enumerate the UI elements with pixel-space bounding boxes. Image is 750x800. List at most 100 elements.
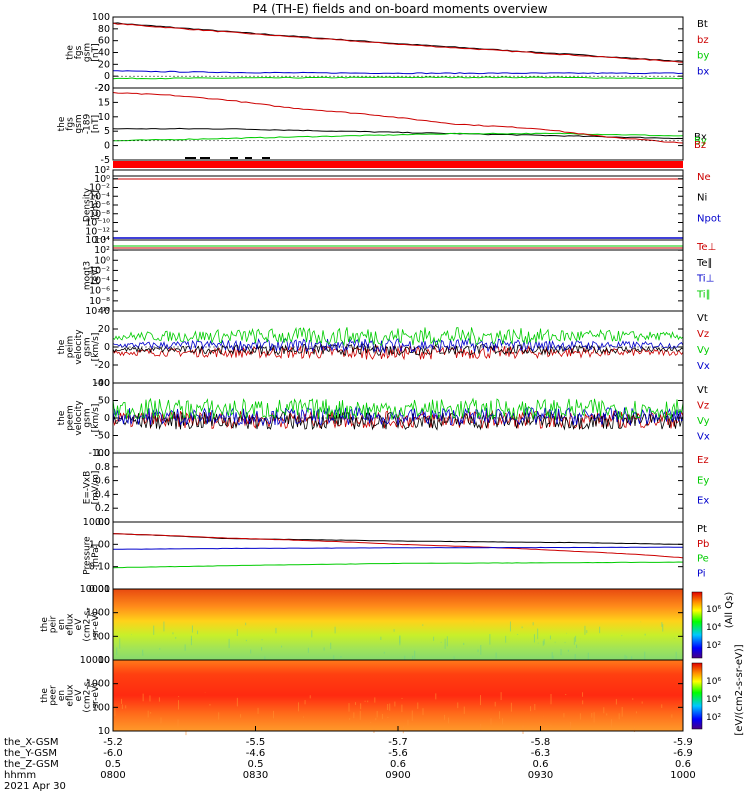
legend-Vy: Vy <box>697 416 710 427</box>
noise-trace <box>112 405 684 427</box>
colorbar-tick: 10⁶ <box>706 605 721 615</box>
colorbar-label-text: [eV/(cm2-s-sr-eV)] <box>734 644 745 735</box>
ytick-label: -40 <box>94 378 110 389</box>
ytick-label: 40 <box>98 306 110 317</box>
xtick-label: -5.2 <box>103 737 123 748</box>
legend-Ez: Ez <box>697 455 709 466</box>
chart-title: P4 (TH-E) fields and on-board moments ov… <box>252 2 547 16</box>
spectrogram-texture <box>359 710 361 720</box>
spectrogram-texture <box>150 711 152 714</box>
ylabel-line: the <box>40 688 50 703</box>
ylabel-line: sr-eV) <box>91 682 101 708</box>
ylabel-line: peem <box>66 405 76 431</box>
spectrogram-texture <box>245 639 247 642</box>
ytick-label: 5 <box>104 126 110 137</box>
ylabel-line: the <box>40 617 50 632</box>
colorbar-tick: 10⁶ <box>706 677 721 687</box>
spectrogram-texture <box>521 626 523 629</box>
panel-peer-flux: 10000 1000 100 10 thepeerenefluxeV(cm2-s-sr-… <box>40 655 684 737</box>
spectrogram-texture <box>606 713 608 716</box>
ytick-label: 10⁻⁸ <box>89 296 110 307</box>
ytick-label: 0.6 <box>95 476 110 487</box>
spectrogram-texture <box>509 621 511 632</box>
ylabel-line: eV <box>74 618 84 631</box>
spectrogram-texture <box>549 635 551 640</box>
ytick-label: 0.10 <box>89 562 110 573</box>
spectrogram-texture <box>501 718 503 725</box>
mode-bar <box>113 161 683 168</box>
ytick-label: 100 <box>92 12 110 23</box>
legend-Ni: Ni <box>697 193 707 204</box>
xaxis-row-label: the_X-GSM <box>4 737 58 748</box>
ylabel-line: gsm <box>74 114 84 133</box>
ytick-label: 20 <box>98 83 110 94</box>
ytick-label: 1.00 <box>89 539 110 550</box>
spectrogram-texture <box>447 717 449 724</box>
spectrogram-texture <box>142 693 144 702</box>
ylabel-line: sr-eV) <box>91 611 101 637</box>
ylabel-line: velocity <box>74 329 84 365</box>
legend-Bt: Bt <box>697 19 708 30</box>
ytick-label: 10.00 <box>83 517 110 528</box>
spectrogram-texture <box>177 719 179 727</box>
spectrogram-texture <box>340 656 342 658</box>
spectrogram-texture <box>160 717 162 724</box>
spectrogram-texture <box>463 642 465 645</box>
spectrogram-texture <box>440 641 442 643</box>
spectrogram-texture <box>257 707 259 714</box>
spectrogram-texture <box>163 621 165 632</box>
spectrogram-texture <box>550 694 552 705</box>
legend-Bx: Bx <box>694 132 707 143</box>
mode-tick <box>185 157 196 159</box>
spectrogram-texture <box>387 703 389 711</box>
ytick-label: 10⁻¹⁰ <box>85 306 110 317</box>
ylabel-line: the <box>65 45 75 60</box>
mode-tick <box>230 157 238 159</box>
spectrogram-texture <box>275 627 277 634</box>
spectrogram-texture <box>433 636 435 641</box>
spectrogram-texture <box>618 713 620 720</box>
spectrogram-peir-flux <box>113 589 683 660</box>
spectrogram-texture <box>569 721 571 731</box>
xtick-label: 0.5 <box>105 759 121 770</box>
ytick-label: 0.01 <box>89 584 110 595</box>
spectrogram-texture <box>411 710 413 721</box>
ytick-label: 100 <box>92 378 110 389</box>
xtick-label: -5.8 <box>531 737 551 748</box>
spectrogram-texture <box>661 622 663 627</box>
panel-frame <box>112 521 684 590</box>
ytick-label: 10² <box>94 245 110 256</box>
xtick-label: -6.9 <box>673 748 693 759</box>
ylabel-line: eflux <box>66 684 76 707</box>
spectrogram-texture <box>355 702 357 705</box>
spectrogram-texture <box>573 637 575 645</box>
spectrogram-texture <box>159 648 161 650</box>
xtick-label: -5.9 <box>673 737 693 748</box>
spectrogram-texture <box>533 634 535 643</box>
legend-bz: bz <box>697 35 709 46</box>
spectrogram-texture <box>435 693 437 700</box>
xtick-label: 1000 <box>670 770 695 781</box>
legend-by: by <box>697 51 709 62</box>
spectrogram-texture <box>522 725 524 734</box>
ytick-label: -20 <box>94 83 110 94</box>
xtick-label: 0.5 <box>248 759 264 770</box>
ytick-label: 10⁻¹⁴ <box>85 235 110 246</box>
ytick-label: 10⁻¹² <box>85 226 110 237</box>
ytick-label: 10⁻² <box>89 265 110 276</box>
mode-tick <box>245 157 252 159</box>
ytick-label: 10⁻⁶ <box>89 286 110 297</box>
legend-By: By <box>694 136 707 147</box>
spectrogram-texture <box>457 702 459 709</box>
xaxis-row-label: hhmm <box>4 770 36 781</box>
noise-trace <box>112 343 684 356</box>
series-by <box>112 76 684 80</box>
legend-Ex: Ex <box>697 496 709 507</box>
spectrogram-texture <box>574 654 576 662</box>
spectrogram-texture <box>444 714 446 720</box>
series-bx <box>112 70 684 75</box>
